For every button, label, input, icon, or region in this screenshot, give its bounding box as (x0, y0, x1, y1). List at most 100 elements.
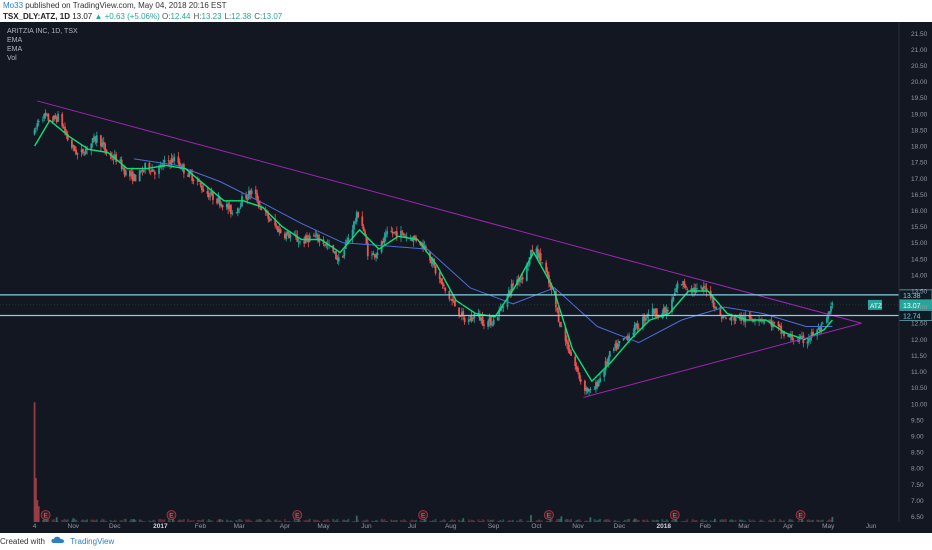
candle (754, 318, 756, 326)
candle (507, 286, 510, 296)
candle-body (216, 198, 218, 204)
candle (729, 317, 731, 321)
time-axis[interactable]: 4 Nov Dec 2017 Feb Mar Apr May Jun Jul Aug Sep Oct No… (33, 523, 877, 530)
volume-bar (41, 520, 44, 522)
volume-bar (570, 519, 572, 522)
earnings-label: E (43, 513, 48, 520)
volume-bar (672, 519, 675, 522)
volume-bar (454, 519, 456, 522)
price-axis[interactable]: 6.50 7.00 7.50 8.00 8.50 9.00 9.50 10.00 10.50 11… (898, 22, 928, 522)
volume-bar (828, 519, 831, 522)
volume-bar (80, 520, 83, 522)
candle (209, 191, 212, 201)
volume-bar (720, 519, 723, 522)
candle (622, 338, 625, 341)
candle (236, 207, 239, 217)
volume-bar (548, 521, 550, 522)
volume-bar (144, 521, 147, 522)
candle-body (235, 212, 238, 214)
volume-bar (661, 519, 664, 522)
candle (583, 379, 586, 395)
candle-body (391, 231, 394, 234)
volume-bar (819, 520, 821, 522)
volume-bar (347, 518, 350, 522)
candle-body (177, 156, 180, 164)
candle-body (35, 128, 37, 129)
candle (471, 317, 474, 322)
candle (95, 131, 98, 147)
volume-bar (328, 520, 330, 522)
candle (393, 231, 395, 235)
candle-body (306, 235, 308, 239)
volume-bar (188, 520, 191, 522)
volume-bar (527, 520, 530, 522)
volume-bar (123, 518, 126, 522)
volume-bar (498, 521, 501, 522)
volume-bar (759, 519, 762, 522)
author-link[interactable]: Mo33 (3, 1, 24, 10)
candle (711, 296, 713, 304)
volume-bar (332, 518, 335, 522)
volume-bar (279, 520, 282, 522)
price-change: ▲ +0.63 (+5.06%) (94, 12, 160, 21)
volume-bar (655, 519, 658, 522)
volume-bar (799, 521, 802, 522)
price-tick-label: 7.00 (911, 498, 924, 505)
candle-body (646, 316, 649, 318)
volume-bar (772, 521, 774, 522)
candle-body (353, 221, 355, 230)
candle-body (285, 233, 288, 240)
candle (216, 198, 218, 205)
price-chart[interactable]: 13.38 12.74 ATZ 13.07 E E E E E E E 6.50 7.00 7.50 8… (0, 22, 932, 533)
candle (441, 277, 444, 289)
trendline-layer[interactable] (37, 100, 862, 398)
volume-bar (342, 519, 344, 522)
candle-body (801, 336, 803, 337)
level-lines-layer[interactable]: 13.38 12.74 ATZ 13.07 (0, 289, 932, 321)
symbol-label: TSX_DLY:ATZ, 1D (3, 12, 70, 21)
volume-bar (238, 519, 241, 522)
volume-bar (618, 521, 621, 522)
legend-ema-2[interactable]: EMA (7, 46, 23, 53)
candle-body (556, 308, 559, 311)
candles-layer (33, 109, 834, 396)
volume-bar (44, 519, 47, 522)
candle-body (825, 317, 828, 323)
candle-body (579, 379, 582, 382)
candle-body (636, 323, 639, 329)
tradingview-link[interactable]: TradingView (70, 537, 115, 546)
volume-bar (337, 521, 340, 522)
volume-bar (361, 521, 364, 522)
volume-bar (317, 520, 319, 522)
volume-bar (373, 521, 376, 522)
volume-bar (712, 520, 715, 522)
volume-bar (158, 519, 160, 522)
candle (593, 386, 596, 390)
candle-body (122, 168, 124, 169)
volume-bar (285, 521, 288, 522)
candle-body (167, 160, 170, 162)
legend-ema-1[interactable]: EMA (7, 37, 23, 44)
candle-body (748, 315, 751, 318)
candle-body (230, 204, 232, 214)
price-tick-label: 21.50 (911, 31, 928, 38)
candle (404, 233, 407, 238)
candle (80, 144, 83, 157)
volume-bar (743, 520, 745, 522)
volume-bar (295, 521, 297, 522)
candle (452, 296, 455, 304)
volume-bar (167, 519, 170, 522)
candle (632, 328, 635, 338)
candle-body (188, 170, 191, 177)
volume-bar (657, 520, 660, 522)
volume-bar (129, 520, 131, 522)
candle-body (373, 254, 376, 257)
candle-body (831, 303, 834, 306)
last-price-symbol: ATZ (870, 303, 882, 310)
volume-bar (386, 521, 389, 522)
candle (462, 308, 465, 320)
volume-bar (617, 520, 619, 522)
legend-volume[interactable]: Vol (7, 55, 17, 62)
candle (470, 311, 473, 323)
